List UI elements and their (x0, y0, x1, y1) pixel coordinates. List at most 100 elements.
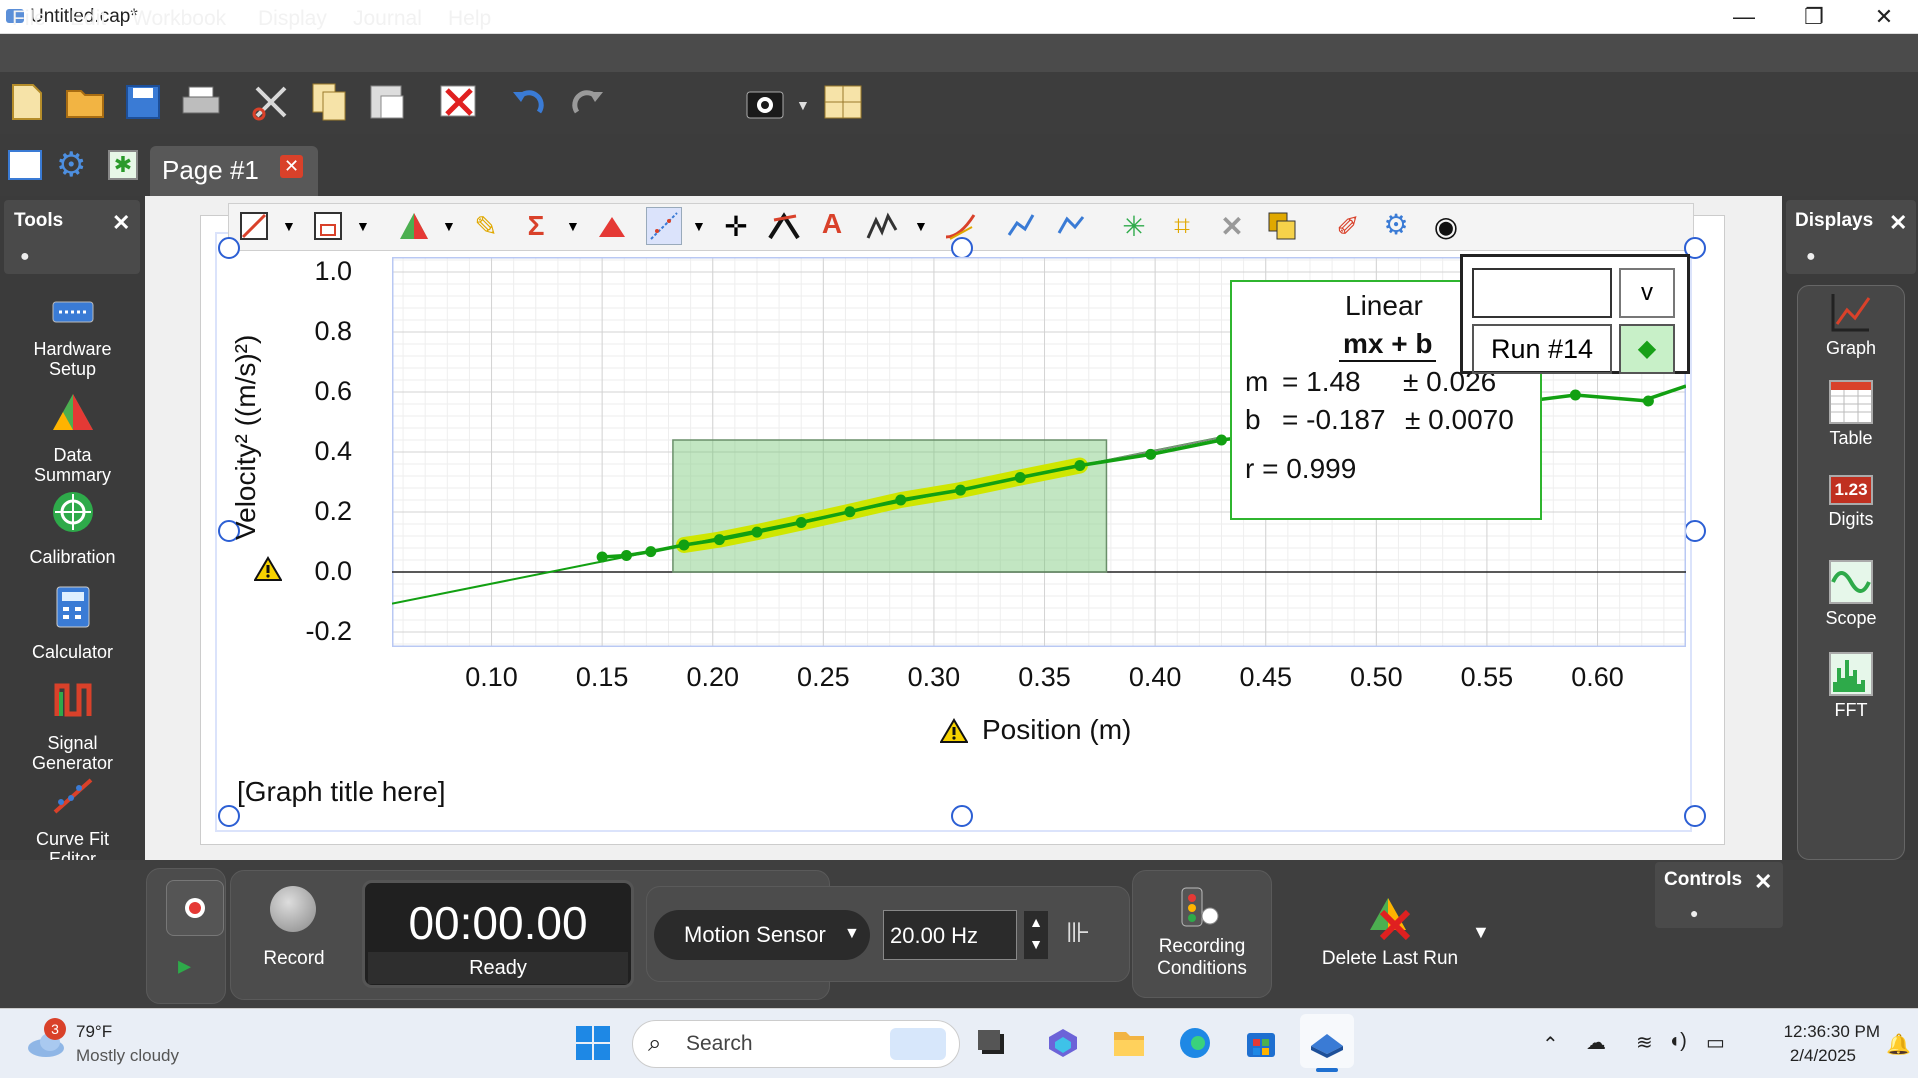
paste-icon[interactable] (366, 81, 408, 123)
start-windows-icon[interactable] (572, 1022, 614, 1064)
microsoft-store-icon[interactable] (1240, 1022, 1282, 1064)
eye-icon[interactable]: ◉ (1433, 210, 1459, 242)
record-button-label[interactable]: Record (263, 948, 325, 969)
delete-icon[interactable] (438, 81, 480, 123)
print-icon[interactable] (180, 81, 222, 123)
stats-dropdown-icon[interactable]: ▼ (566, 218, 580, 234)
cut-icon[interactable] (250, 81, 292, 123)
sample-rate-field[interactable]: 20.00 Hz (883, 910, 1017, 960)
remove-icon[interactable]: ✕ (1220, 210, 1244, 242)
menu-help[interactable]: Help (448, 7, 492, 30)
curve-fit-dropdown-icon[interactable]: ▼ (692, 218, 706, 234)
weather-temp[interactable]: 79°F (76, 1022, 113, 1041)
plot-dropdown-icon[interactable]: ▼ (914, 218, 928, 234)
add-y-axis-icon[interactable]: ✳ (1122, 210, 1146, 242)
tools-close-icon[interactable]: ✕ (112, 210, 131, 235)
continuous-mode-icon[interactable]: ▸ (178, 950, 192, 980)
menu-workbook[interactable]: Workbook (132, 7, 227, 30)
camera-icon[interactable] (744, 81, 786, 123)
save-icon[interactable] (122, 81, 164, 123)
delete-last-run-icon[interactable] (1368, 896, 1412, 941)
tool-data-summary[interactable]: Data Summary (0, 392, 145, 485)
recording-conditions-icon[interactable] (1180, 886, 1220, 930)
tool-hardware-setup[interactable]: Hardware Setup (0, 295, 145, 379)
graph-title[interactable]: [Graph title here] (237, 776, 446, 807)
journal-icon[interactable] (822, 81, 864, 123)
sensor-settings-icon[interactable]: ⊪ (1066, 917, 1091, 948)
resize-handle[interactable] (1684, 805, 1706, 827)
wifi-icon[interactable]: ≋ (1636, 1032, 1653, 1054)
scale-to-fit-icon[interactable] (1002, 207, 1038, 245)
minimize-button[interactable]: — (1733, 4, 1755, 29)
select-dropdown-icon[interactable]: ▼ (356, 218, 370, 234)
display-scope[interactable]: Scope (1797, 560, 1905, 629)
tool-curve-fit-editor[interactable]: Curve Fit Editor (0, 776, 145, 869)
close-window-button[interactable]: ✕ (1874, 4, 1894, 29)
y-axis-warning-icon[interactable] (253, 556, 283, 582)
edge-browser-icon[interactable] (1174, 1022, 1216, 1064)
onedrive-icon[interactable]: ☁ (1586, 1032, 1606, 1054)
camera-dropdown-icon[interactable]: ▼ (796, 97, 810, 113)
resize-handle[interactable] (951, 805, 973, 827)
controls-eye-icon[interactable]: ● (1690, 905, 1699, 921)
graph-type-icon[interactable] (236, 207, 272, 245)
highlight-icon[interactable]: ✎ (474, 210, 498, 242)
x-axis-warning-icon[interactable] (939, 718, 969, 744)
menu-edit[interactable]: Edit (70, 7, 107, 30)
delete-run-dropdown-icon[interactable]: ▼ (1472, 922, 1490, 942)
add-coordinate-icon[interactable] (864, 207, 900, 245)
resize-handle[interactable] (1684, 237, 1706, 259)
annotation-icon[interactable]: A (821, 208, 843, 239)
select-region-icon[interactable] (310, 207, 346, 245)
graph-settings-gear-icon[interactable]: ⚙ (1383, 208, 1409, 240)
statistics-sigma-icon[interactable]: Σ (527, 210, 545, 241)
displays-close-icon[interactable]: ✕ (1889, 210, 1908, 235)
displays-eye-icon[interactable]: ● (1806, 248, 1816, 265)
slope-tool-icon[interactable] (766, 207, 802, 245)
add-plot-area-icon[interactable]: ⌗ (1174, 209, 1190, 241)
battery-icon[interactable]: ▭ (1706, 1032, 1725, 1054)
page-view-icon[interactable] (8, 150, 42, 180)
coordinates-icon[interactable]: ✛ (724, 210, 748, 242)
graph-type-dropdown-icon[interactable]: ▼ (282, 218, 296, 234)
restore-button[interactable]: ❐ (1804, 4, 1824, 29)
area-icon[interactable] (594, 207, 630, 245)
delete-last-run-label[interactable]: Delete Last Run (1321, 948, 1459, 969)
curve-fit-icon[interactable] (646, 207, 682, 245)
controls-close-icon[interactable]: ✕ (1754, 869, 1773, 894)
redo-icon[interactable] (566, 81, 608, 123)
settings-gear-icon[interactable]: ⚙ (56, 146, 87, 184)
legend-run-label[interactable]: Run #14 (1472, 324, 1612, 374)
resize-handle[interactable] (951, 237, 973, 259)
new-file-icon[interactable] (6, 81, 48, 123)
data-summary-graph-icon[interactable] (396, 207, 432, 245)
tab-close-icon[interactable]: ✕ (280, 155, 303, 178)
display-graph[interactable]: Graph (1797, 290, 1905, 359)
resize-handle[interactable] (218, 520, 240, 542)
resize-handle[interactable] (1684, 520, 1706, 542)
legend-dropdown-button[interactable]: v (1619, 268, 1675, 318)
page-setup-icon[interactable]: ✱ (108, 150, 138, 180)
display-table[interactable]: Table (1797, 380, 1905, 449)
autoscale-icon[interactable] (1052, 207, 1088, 245)
menu-display[interactable]: Display (258, 7, 327, 30)
legend-run-marker-icon[interactable]: ◆ (1619, 324, 1675, 374)
weather-description[interactable]: Mostly cloudy (76, 1046, 179, 1065)
resize-handle[interactable] (218, 237, 240, 259)
copilot-icon[interactable] (1042, 1022, 1084, 1064)
record-button-icon[interactable] (270, 886, 316, 932)
tools-eye-icon[interactable]: ● (20, 248, 30, 265)
show-hidden-icons-icon[interactable]: ⌃ (1542, 1034, 1559, 1056)
undo-icon[interactable] (508, 81, 550, 123)
sensor-dropdown-icon[interactable]: ▼ (844, 925, 860, 942)
pin-icon[interactable]: ✐ (1336, 210, 1360, 242)
sample-rate-stepper[interactable]: ▲ ▼ (1024, 911, 1048, 959)
legend-measurement-field[interactable] (1472, 268, 1612, 318)
tool-signal-generator[interactable]: Signal Generator (0, 680, 145, 773)
copy-icon[interactable] (308, 81, 350, 123)
display-digits[interactable]: 1.23 Digits (1797, 475, 1905, 530)
recording-conditions-label[interactable]: Recording Conditions (1157, 936, 1247, 979)
volume-icon[interactable]: ◖) (1668, 1030, 1687, 1052)
display-fft[interactable]: FFT (1797, 652, 1905, 721)
task-view-icon[interactable] (972, 1022, 1014, 1064)
